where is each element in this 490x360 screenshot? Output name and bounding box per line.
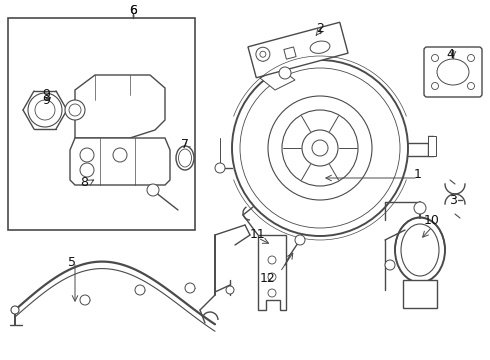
Text: 11: 11 <box>250 229 266 242</box>
Ellipse shape <box>401 224 439 276</box>
Circle shape <box>282 110 358 186</box>
Text: 8: 8 <box>80 175 88 189</box>
Text: 12: 12 <box>260 271 276 284</box>
Circle shape <box>268 289 276 297</box>
Circle shape <box>65 100 85 120</box>
Polygon shape <box>258 235 286 310</box>
Circle shape <box>268 96 372 200</box>
Circle shape <box>80 163 94 177</box>
Text: 1: 1 <box>414 168 422 181</box>
Circle shape <box>215 163 225 173</box>
Circle shape <box>226 286 234 294</box>
Circle shape <box>240 68 400 228</box>
Ellipse shape <box>178 149 192 167</box>
Circle shape <box>147 184 159 196</box>
Ellipse shape <box>395 217 445 283</box>
FancyBboxPatch shape <box>424 47 482 97</box>
Circle shape <box>312 140 328 156</box>
Text: 9: 9 <box>42 94 50 107</box>
Bar <box>403 280 437 308</box>
Ellipse shape <box>176 146 194 170</box>
Circle shape <box>385 260 395 270</box>
Circle shape <box>28 93 62 127</box>
Text: 4: 4 <box>446 49 454 62</box>
Text: 9: 9 <box>42 89 50 102</box>
Text: 5: 5 <box>68 256 76 269</box>
Circle shape <box>69 104 81 116</box>
Polygon shape <box>260 68 295 90</box>
Circle shape <box>80 148 94 162</box>
Circle shape <box>279 67 291 79</box>
Circle shape <box>268 256 276 264</box>
Circle shape <box>260 51 266 57</box>
Bar <box>8 18 195 230</box>
Text: 7: 7 <box>181 139 189 152</box>
Bar <box>428 136 436 156</box>
Ellipse shape <box>437 59 469 85</box>
Circle shape <box>432 82 439 90</box>
Circle shape <box>295 235 305 245</box>
Text: 3: 3 <box>449 194 457 207</box>
Circle shape <box>268 273 276 281</box>
Circle shape <box>432 54 439 62</box>
Circle shape <box>256 47 270 61</box>
Circle shape <box>113 148 127 162</box>
Polygon shape <box>248 22 348 78</box>
Circle shape <box>467 82 474 90</box>
Bar <box>284 47 296 59</box>
Circle shape <box>35 100 55 120</box>
Polygon shape <box>70 138 170 185</box>
Polygon shape <box>75 75 165 138</box>
Circle shape <box>80 295 90 305</box>
Circle shape <box>135 285 145 295</box>
Circle shape <box>414 202 426 214</box>
Circle shape <box>467 54 474 62</box>
Circle shape <box>11 306 19 314</box>
Circle shape <box>232 60 408 236</box>
Ellipse shape <box>310 41 330 53</box>
Text: 2: 2 <box>316 22 324 35</box>
Text: 6: 6 <box>129 4 137 17</box>
Circle shape <box>302 130 338 166</box>
Text: 10: 10 <box>424 213 440 226</box>
Text: 6: 6 <box>129 4 137 17</box>
Circle shape <box>185 283 195 293</box>
